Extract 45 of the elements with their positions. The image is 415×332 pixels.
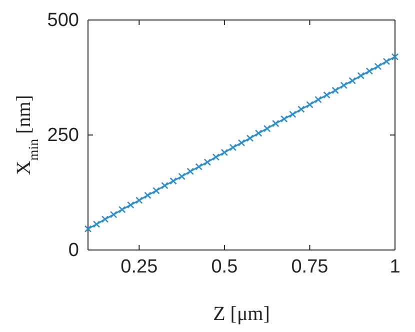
point: [238, 139, 246, 146]
x-tick-label: 1: [390, 256, 400, 278]
point: [263, 124, 271, 132]
point: [229, 144, 237, 152]
point: [340, 82, 348, 89]
point: [332, 86, 339, 94]
point: [92, 220, 100, 228]
point: [348, 77, 356, 84]
point: [306, 101, 314, 108]
point: [272, 120, 280, 128]
point: [144, 192, 152, 199]
point: [127, 201, 134, 209]
point: [178, 172, 186, 180]
point: [314, 96, 322, 104]
y-tick-label: 500: [47, 10, 79, 32]
x-tick-label: 0.5: [211, 256, 238, 278]
point: [152, 187, 160, 194]
x-tick-label: 0.75: [291, 256, 328, 278]
point: [101, 216, 109, 223]
x-tick-label: 0.25: [120, 256, 158, 278]
point: [84, 225, 92, 232]
x-axis-title: Z [μm]: [213, 303, 270, 325]
y-tick-label: 0: [68, 240, 79, 262]
point: [118, 206, 126, 214]
point: [204, 158, 212, 166]
point: [195, 163, 202, 170]
point: [161, 182, 168, 190]
point: [289, 110, 296, 118]
point: [212, 153, 220, 161]
point: [357, 72, 365, 80]
point: [186, 168, 194, 175]
point: [254, 130, 262, 137]
point: [323, 91, 330, 99]
point: [366, 67, 374, 75]
point: [246, 134, 254, 142]
y-tick-label: 250: [47, 125, 79, 146]
point: [170, 177, 177, 185]
point: [374, 62, 382, 70]
point: [136, 196, 143, 204]
point: [110, 210, 118, 218]
point: [382, 58, 390, 66]
point: [220, 148, 228, 156]
point: [280, 115, 288, 123]
point: [391, 53, 399, 60]
point: [298, 106, 305, 113]
